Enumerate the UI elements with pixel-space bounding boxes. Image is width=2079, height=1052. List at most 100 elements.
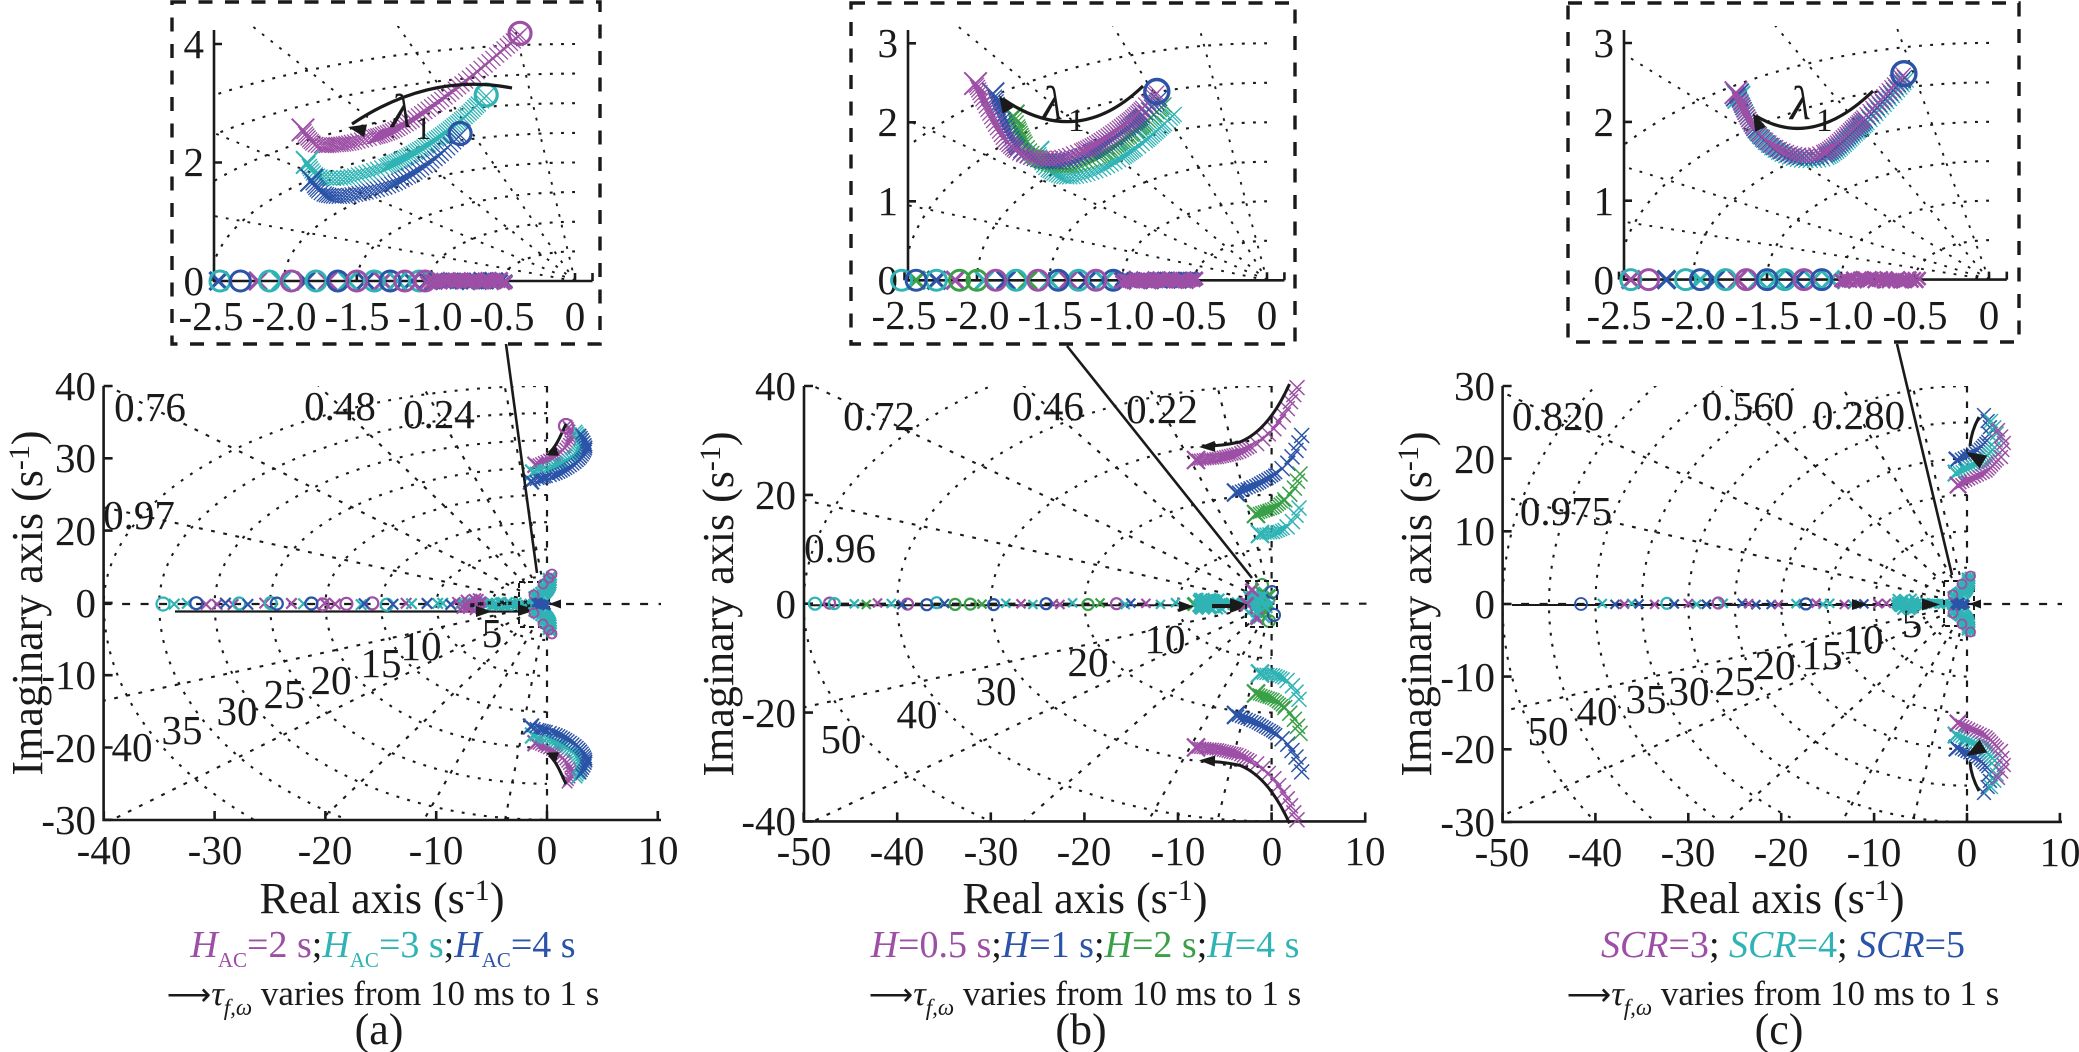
- svg-text:-30: -30: [1661, 829, 1716, 875]
- svg-text:0: 0: [537, 827, 558, 873]
- svg-text:25: 25: [264, 671, 305, 717]
- svg-text:λ: λ: [1788, 77, 1811, 130]
- svg-text:-0.5: -0.5: [470, 293, 535, 339]
- svg-text:-2.5: -2.5: [1587, 292, 1652, 338]
- svg-text:0.48: 0.48: [304, 383, 376, 429]
- svg-text:30: 30: [1454, 363, 1495, 409]
- svg-text:-2.5: -2.5: [179, 293, 244, 339]
- svg-text:35: 35: [1626, 676, 1667, 722]
- svg-text:10: 10: [1843, 616, 1884, 662]
- svg-text:3: 3: [1594, 20, 1615, 66]
- svg-text:40: 40: [1577, 688, 1618, 734]
- svg-text:-1.5: -1.5: [1735, 292, 1800, 338]
- svg-text:-2.5: -2.5: [872, 292, 937, 338]
- svg-text:30: 30: [55, 435, 96, 481]
- svg-text:H=0.5 s;H=1 s;H=2 s;H=4 s: H=0.5 s;H=1 s;H=2 s;H=4 s: [870, 924, 1300, 966]
- svg-text:20: 20: [1454, 436, 1495, 482]
- svg-text:0.22: 0.22: [1126, 386, 1198, 432]
- svg-text:20: 20: [1755, 642, 1796, 688]
- svg-text:30: 30: [217, 688, 258, 734]
- svg-text:35: 35: [162, 707, 203, 753]
- svg-text:-40: -40: [870, 828, 925, 874]
- svg-text:-20: -20: [298, 827, 353, 873]
- svg-text:-30: -30: [1440, 799, 1495, 845]
- svg-text:Real axis (s-1): Real axis (s-1): [260, 874, 505, 923]
- svg-text:15: 15: [361, 640, 402, 686]
- svg-text:20: 20: [311, 657, 352, 703]
- svg-text:SCR=3; SCR=4; SCR=5: SCR=3; SCR=4; SCR=5: [1601, 924, 1965, 966]
- svg-text:20: 20: [55, 508, 96, 554]
- svg-text:-30: -30: [964, 828, 1019, 874]
- svg-text:0.24: 0.24: [403, 391, 475, 437]
- svg-text:-30: -30: [41, 797, 96, 843]
- svg-text:0.975: 0.975: [1520, 488, 1612, 534]
- svg-text:-2.0: -2.0: [1661, 292, 1726, 338]
- svg-text:-20: -20: [41, 725, 96, 771]
- svg-text:-10: -10: [1151, 828, 1206, 874]
- svg-text:-2.0: -2.0: [252, 293, 317, 339]
- svg-text:40: 40: [755, 363, 796, 409]
- svg-text:0: 0: [878, 257, 899, 303]
- svg-text:(a): (a): [355, 1005, 404, 1052]
- svg-text:-10: -10: [1847, 829, 1902, 875]
- svg-text:50: 50: [821, 716, 862, 762]
- svg-text:⟶τf,ω varies from 10 ms to 1 s: ⟶τf,ω varies from 10 ms to 1 s: [1567, 974, 1999, 1020]
- svg-text:0: 0: [1594, 257, 1615, 303]
- svg-text:-50: -50: [1475, 829, 1530, 875]
- svg-text:30: 30: [1669, 668, 1710, 714]
- svg-text:30: 30: [976, 668, 1017, 714]
- svg-text:Imaginary axis (s-1): Imaginary axis (s-1): [3, 430, 52, 775]
- svg-text:0: 0: [1257, 292, 1278, 338]
- svg-text:-20: -20: [1440, 726, 1495, 772]
- svg-text:10: 10: [1145, 616, 1186, 662]
- svg-text:⟶τf,ω varies from 10 ms to 1 s: ⟶τf,ω varies from 10 ms to 1 s: [167, 974, 599, 1020]
- svg-text:20: 20: [1068, 639, 1109, 685]
- svg-text:-30: -30: [188, 827, 243, 873]
- svg-text:40: 40: [112, 724, 153, 770]
- svg-text:Real axis (s-1): Real axis (s-1): [1660, 874, 1905, 923]
- svg-text:40: 40: [55, 363, 96, 409]
- svg-text:2: 2: [1594, 99, 1615, 145]
- svg-text:15: 15: [1802, 632, 1843, 678]
- svg-text:0.820: 0.820: [1512, 393, 1604, 439]
- svg-text:-2.0: -2.0: [945, 292, 1010, 338]
- svg-text:4: 4: [184, 21, 205, 67]
- svg-text:-0.5: -0.5: [1162, 292, 1227, 338]
- svg-text:-1.0: -1.0: [1809, 292, 1874, 338]
- svg-text:10: 10: [401, 623, 442, 669]
- svg-text:λ: λ: [1040, 77, 1063, 130]
- svg-text:1: 1: [1816, 103, 1833, 139]
- svg-text:0.560: 0.560: [1702, 383, 1794, 429]
- svg-text:0: 0: [1957, 829, 1978, 875]
- svg-text:0: 0: [1979, 292, 2000, 338]
- svg-text:-40: -40: [1568, 829, 1623, 875]
- svg-text:1: 1: [1594, 178, 1615, 224]
- svg-text:-10: -10: [1440, 654, 1495, 700]
- svg-text:0.72: 0.72: [843, 393, 915, 439]
- svg-text:Imaginary axis (s-1): Imaginary axis (s-1): [694, 431, 743, 776]
- svg-text:2: 2: [878, 99, 899, 145]
- svg-text:1: 1: [415, 111, 432, 147]
- svg-text:⟶τf,ω varies from 10 ms to 1 s: ⟶τf,ω varies from 10 ms to 1 s: [869, 974, 1301, 1020]
- svg-text:-1.5: -1.5: [1018, 292, 1083, 338]
- svg-text:Imaginary axis (s-1): Imaginary axis (s-1): [1392, 431, 1441, 776]
- svg-text:5: 5: [482, 610, 503, 656]
- svg-text:0: 0: [565, 293, 586, 339]
- svg-text:25: 25: [1715, 658, 1756, 704]
- svg-text:-20: -20: [1754, 829, 1809, 875]
- svg-text:20: 20: [755, 472, 796, 518]
- svg-text:HAC=2 s;HAC=3 s;HAC=4 s: HAC=2 s;HAC=3 s;HAC=4 s: [189, 924, 575, 972]
- svg-text:3: 3: [878, 20, 899, 66]
- svg-text:0: 0: [1262, 828, 1283, 874]
- svg-text:-10: -10: [41, 652, 96, 698]
- svg-text:0: 0: [76, 580, 97, 626]
- svg-text:-1.5: -1.5: [325, 293, 390, 339]
- svg-text:0.97: 0.97: [103, 492, 175, 538]
- svg-text:-1.0: -1.0: [1090, 292, 1155, 338]
- svg-text:-1.0: -1.0: [398, 293, 463, 339]
- svg-text:0.76: 0.76: [114, 384, 186, 430]
- svg-text:-20: -20: [1057, 828, 1112, 874]
- svg-text:-10: -10: [409, 827, 464, 873]
- svg-text:10: 10: [638, 827, 679, 873]
- svg-text:0: 0: [184, 258, 205, 304]
